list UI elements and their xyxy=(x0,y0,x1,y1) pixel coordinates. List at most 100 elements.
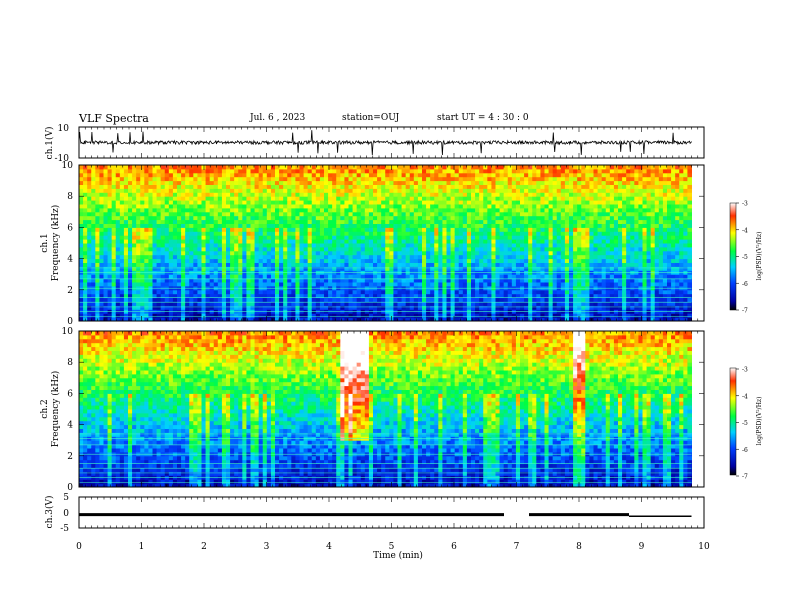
spectrogram-cell xyxy=(344,305,349,310)
spectrogram-cell xyxy=(181,305,186,310)
spectrogram-cell xyxy=(152,227,158,232)
spectrogram-cell xyxy=(144,196,149,201)
spectrogram-cell xyxy=(434,200,439,205)
spectrogram-cell xyxy=(217,176,223,182)
spectrogram-cell xyxy=(466,317,472,321)
spectrogram-cell xyxy=(266,204,272,209)
spectrogram-cell xyxy=(234,200,239,205)
spectrogram-cell xyxy=(148,243,153,248)
spectrogram-cell xyxy=(524,289,529,295)
spectrogram-cell xyxy=(164,239,170,244)
spectrogram-cell xyxy=(548,305,554,310)
spectrogram-cell xyxy=(360,305,366,310)
spectrogram-cell xyxy=(79,305,84,310)
spectrogram-cell xyxy=(266,200,272,205)
spectrogram-cell xyxy=(393,200,398,205)
spectrogram-cell xyxy=(287,282,292,287)
spectrogram-cell xyxy=(79,207,84,213)
spectrogram-cell xyxy=(430,231,435,236)
spectrogram-cell xyxy=(303,258,309,263)
spectrogram-cell xyxy=(177,274,182,279)
spectrogram-cell xyxy=(103,239,109,244)
spectrogram-cell xyxy=(511,258,517,263)
spectrogram-cell xyxy=(487,243,492,248)
spectrogram-cell xyxy=(164,207,170,213)
spectrogram-cell xyxy=(507,219,513,224)
spectrogram-cell xyxy=(340,196,345,201)
spectrogram-cell xyxy=(540,262,545,267)
spectrogram-cell xyxy=(311,172,317,178)
spectrogram-cell xyxy=(426,305,431,310)
spectrogram-cell xyxy=(291,204,296,209)
spectrogram-cell xyxy=(144,266,149,271)
spectrogram-cell xyxy=(495,313,501,318)
spectrogram-cell xyxy=(364,204,370,209)
spectrogram-cell xyxy=(434,301,439,306)
spectrogram-cell xyxy=(258,305,264,310)
spectrogram-cell xyxy=(356,200,362,205)
spectrogram-cell xyxy=(79,262,84,267)
spectrogram-cell xyxy=(479,231,484,236)
spectrogram-cell xyxy=(495,223,501,228)
spectrogram-cell xyxy=(511,297,517,302)
spectrogram-cell xyxy=(385,239,390,244)
spectrogram-cell xyxy=(119,243,125,248)
spectrogram-cell xyxy=(462,297,468,302)
spectrogram-cell xyxy=(438,313,443,318)
spectrogram-cell xyxy=(164,293,170,299)
spectrogram-cell xyxy=(495,235,501,240)
spectrogram-cell xyxy=(499,204,505,209)
spectrogram-cell xyxy=(315,176,321,182)
spectrogram-cell xyxy=(132,313,137,318)
spectrogram-cell xyxy=(544,278,550,283)
spectrogram-cell xyxy=(291,278,296,283)
spectrogram-cell xyxy=(471,204,476,209)
spectrogram-cell xyxy=(262,305,268,310)
spectrogram-cell xyxy=(466,243,472,248)
spectrogram-cell xyxy=(446,297,452,302)
spectrogram-cell xyxy=(511,317,517,321)
spectrogram-cell xyxy=(389,227,394,232)
spectrogram-cell xyxy=(87,317,92,321)
spectrogram-cell xyxy=(515,204,521,209)
spectrogram-cell xyxy=(209,250,215,256)
spectrogram-cell xyxy=(536,274,541,279)
spectrogram-cell xyxy=(471,176,476,182)
spectrogram-cell xyxy=(160,289,166,295)
spectrogram-cell xyxy=(205,243,211,248)
spectrogram-cell xyxy=(197,196,202,201)
spectrogram-cell xyxy=(83,207,88,213)
spectrogram-cell xyxy=(328,282,333,287)
spectrogram-cell xyxy=(397,301,403,306)
spectrogram-cell xyxy=(156,227,162,232)
spectrogram-cell xyxy=(156,176,162,182)
spectrogram-cell xyxy=(430,207,435,213)
spectrogram-cell xyxy=(507,211,513,217)
spectrogram-cell xyxy=(177,278,182,283)
spectrogram-cell xyxy=(397,192,403,197)
spectrogram-cell xyxy=(471,227,476,232)
spectrogram-cell xyxy=(283,192,288,197)
spectrogram-cell xyxy=(520,235,525,240)
spectrogram-cell xyxy=(348,262,354,267)
spectrogram-cell xyxy=(164,246,170,252)
spectrogram-cell xyxy=(197,293,202,299)
spectrogram-cell xyxy=(511,235,517,240)
spectrogram-cell xyxy=(520,207,525,213)
spectrogram-cell xyxy=(115,180,121,185)
spectrogram-cell xyxy=(328,200,333,205)
spectrogram-cell xyxy=(507,297,513,302)
spectrogram-cell xyxy=(315,168,321,174)
spectrogram-cell xyxy=(246,192,251,197)
spectrogram-cell xyxy=(254,165,260,170)
spectrogram-cell xyxy=(487,305,492,310)
spectrogram-cell xyxy=(552,172,558,178)
spectrogram-cell xyxy=(103,313,109,318)
spectrogram-cell xyxy=(328,211,333,217)
spectrogram-cell xyxy=(230,250,235,256)
spectrogram-cell xyxy=(217,207,223,213)
spectrogram-cell xyxy=(209,176,215,182)
spectrogram-cell xyxy=(532,282,537,287)
spectrogram-cell xyxy=(528,301,533,306)
spectrogram-cell xyxy=(528,219,533,224)
